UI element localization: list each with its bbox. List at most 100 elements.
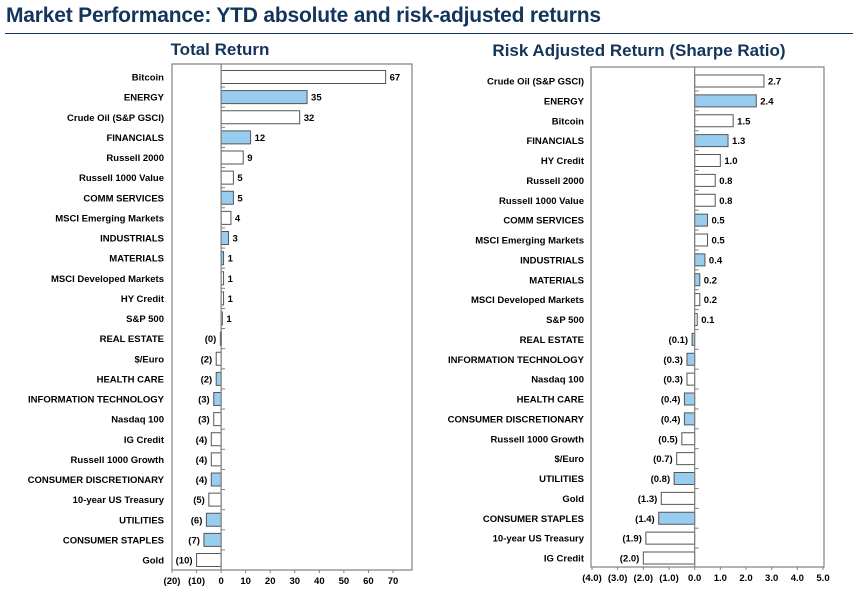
chart2-data-label: (1.3) xyxy=(638,494,658,505)
chart1-category-label: MSCI Emerging Markets xyxy=(55,213,164,224)
chart1-category-label: ENERGY xyxy=(124,93,165,104)
chart1-data-label: 35 xyxy=(311,93,322,104)
chart1-bar xyxy=(220,231,229,245)
chart1-data-label: 1 xyxy=(228,294,234,305)
chart1-x-tick-label: 70 xyxy=(388,576,399,587)
chart2-data-label: 0.2 xyxy=(704,295,717,306)
chart1-data-label: 5 xyxy=(237,173,243,184)
chart2-data-label: 1.0 xyxy=(724,156,737,167)
page-title: Market Performance: YTD absolute and ris… xyxy=(6,4,601,27)
chart2-bar xyxy=(694,293,701,307)
chart2-data-label: (0.8) xyxy=(651,474,671,485)
chart1-data-label: (10) xyxy=(176,556,193,567)
chart2-category-label: CONSUMER STAPLES xyxy=(483,514,584,525)
chart1-data-label: (4) xyxy=(196,455,208,466)
chart1-category-label: $/Euro xyxy=(134,354,164,365)
chart2-plot-frame xyxy=(590,66,825,568)
chart2-bar xyxy=(694,74,765,88)
chart1-bar xyxy=(213,412,222,427)
chart2-bar xyxy=(658,511,696,525)
chart1-x-tick-label: (10) xyxy=(188,576,205,587)
chart1-data-label: 1 xyxy=(228,254,234,265)
chart2-bar xyxy=(694,94,757,108)
chart2-bar xyxy=(660,491,696,505)
chart2-x-tick-label: (3.0) xyxy=(608,573,628,584)
chart2-bar xyxy=(645,531,696,545)
chart2-category-label: CONSUMER DISCRETIONARY xyxy=(448,414,585,425)
chart1-category-label: REAL ESTATE xyxy=(100,334,164,345)
chart2-category-label: Russell 1000 Growth xyxy=(491,434,585,445)
chart2-category-label: Crude Oil (S&P GSCI) xyxy=(487,77,584,88)
chart1-data-label: (6) xyxy=(191,515,203,526)
chart2-x-tick-label: 2.0 xyxy=(739,573,752,584)
chart2-data-label: 1.3 xyxy=(732,136,745,147)
chart1-bar xyxy=(210,452,222,467)
chart2-data-label: 0.4 xyxy=(709,255,723,266)
chart1-bar xyxy=(220,150,244,165)
chart1-bar xyxy=(215,371,222,386)
chart1-x-tick-label: 40 xyxy=(314,576,325,587)
chart1-data-label: (7) xyxy=(188,535,200,546)
chart1-data-label: 12 xyxy=(255,133,266,144)
chart2-data-label: 1.5 xyxy=(737,116,751,127)
chart2-category-label: Nasdaq 100 xyxy=(531,375,584,386)
chart1-category-label: CONSUMER STAPLES xyxy=(63,535,164,546)
chart2-category-label: COMM SERVICES xyxy=(503,216,584,227)
chart1-bar xyxy=(220,190,234,205)
chart2-x-tick-label: 5.0 xyxy=(816,573,829,584)
chart2-category-label: Gold xyxy=(562,494,584,505)
chart1-category-label: Crude Oil (S&P GSCI) xyxy=(67,113,164,124)
chart1-bar xyxy=(220,90,308,105)
chart2-data-label: (1.4) xyxy=(635,514,655,525)
chart2-x-tick-label: (2.0) xyxy=(634,573,654,584)
chart2-data-label: (0.4) xyxy=(661,414,681,425)
chart1-category-label: IG Credit xyxy=(124,435,165,446)
chart1-bar xyxy=(220,130,252,145)
chart2-data-label: (0.5) xyxy=(658,434,678,445)
chart1-data-label: (4) xyxy=(196,475,208,486)
chart1-data-label: (3) xyxy=(198,395,210,406)
chart1-x-tick-label: 50 xyxy=(339,576,350,587)
chart2-data-label: 0.2 xyxy=(704,275,717,286)
chart2-category-label: Bitcoin xyxy=(552,116,584,127)
chart1-data-label: 1 xyxy=(226,314,232,325)
chart2-bar xyxy=(686,352,696,366)
chart2-bar xyxy=(683,392,696,406)
chart1-x-tick-label: 0 xyxy=(218,576,223,587)
chart2-category-label: S&P 500 xyxy=(546,315,584,326)
chart2-category-label: MATERIALS xyxy=(529,275,584,286)
chart2-category-label: INDUSTRIALS xyxy=(520,255,584,266)
chart2-category-label: 10-year US Treasury xyxy=(493,534,585,545)
chart1-data-label: 9 xyxy=(247,153,252,164)
chart1-category-label: INFORMATION TECHNOLOGY xyxy=(28,395,165,406)
chart2-category-label: ENERGY xyxy=(544,96,585,107)
chart1-category-label: Russell 1000 Growth xyxy=(71,455,165,466)
chart2-data-label: 2.4 xyxy=(760,96,774,107)
chart2-data-label: (1.9) xyxy=(622,534,642,545)
chart2-category-label: HEALTH CARE xyxy=(517,395,584,406)
chart2-bar xyxy=(673,472,696,485)
chart2-bar xyxy=(694,134,729,148)
chart1-category-label: S&P 500 xyxy=(126,314,164,325)
chart1-bar xyxy=(220,170,234,185)
chart1-bar xyxy=(220,110,301,125)
chart2-bar xyxy=(694,173,716,187)
chart1-x-tick-label: (20) xyxy=(164,576,181,587)
chart2-data-label: 0.5 xyxy=(712,216,726,227)
chart2-bar xyxy=(694,273,701,287)
chart2-bar xyxy=(686,372,696,386)
chart2-category-label: UTILITIES xyxy=(539,474,584,485)
chart2-bar xyxy=(694,253,706,267)
chart2-x-tick-label: 1.0 xyxy=(714,573,727,584)
chart2-data-label: 0.8 xyxy=(719,176,732,187)
chart1-bar xyxy=(205,512,222,527)
chart2-category-label: INFORMATION TECHNOLOGY xyxy=(448,355,585,366)
chart1-category-label: FINANCIALS xyxy=(106,133,164,144)
chart2-data-label: 2.7 xyxy=(768,77,781,88)
chart2-bar xyxy=(694,114,734,128)
chart2-category-label: FINANCIALS xyxy=(526,136,584,147)
chart1-category-label: CONSUMER DISCRETIONARY xyxy=(28,475,165,486)
chart2-data-label: (2.0) xyxy=(620,554,640,565)
chart2-data-label: (0.4) xyxy=(661,395,681,406)
